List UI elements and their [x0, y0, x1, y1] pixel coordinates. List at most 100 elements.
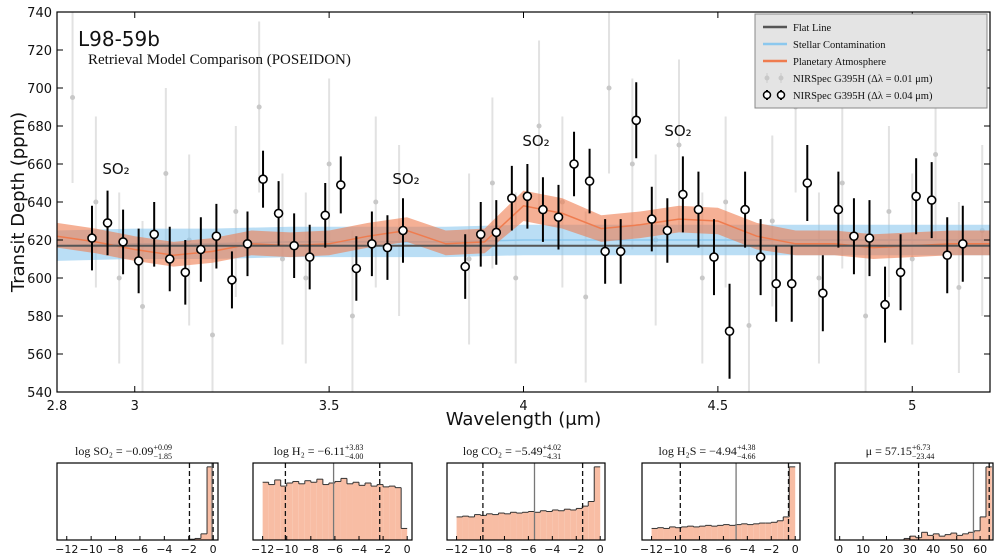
data-point — [289, 240, 299, 251]
histogram-bar — [759, 523, 766, 540]
panel-title-sub: −1.85 — [153, 452, 172, 461]
y-tick-label: 680 — [27, 120, 52, 135]
histogram-bar — [371, 486, 378, 540]
x-tick-label: −12 — [640, 543, 663, 556]
data-point — [909, 256, 915, 262]
histogram-bar — [498, 513, 505, 540]
data-point — [180, 267, 191, 278]
histogram-bar — [771, 522, 778, 540]
chart-title: L98-59b — [78, 27, 160, 51]
histogram-bar — [956, 535, 963, 540]
legend-swatch — [778, 75, 784, 81]
histogram-bar — [717, 525, 724, 540]
histogram-bar — [681, 526, 688, 540]
histogram-bar — [359, 485, 366, 540]
data-point — [102, 218, 113, 228]
data-point — [538, 204, 548, 215]
histogram-bar — [657, 527, 664, 540]
data-point — [584, 176, 595, 186]
x-tick-label: −4 — [544, 543, 560, 556]
x-tick-label: −6 — [327, 543, 343, 556]
histogram-bar — [933, 533, 940, 540]
x-tick-label: −8 — [107, 543, 123, 556]
histogram-bar — [675, 527, 682, 540]
data-point — [755, 252, 766, 262]
histogram-bar — [292, 481, 299, 540]
x-tick-label: −2 — [763, 543, 779, 556]
histogram-bar — [789, 466, 796, 540]
data-point — [746, 323, 752, 328]
x-tick-label: −10 — [275, 543, 298, 556]
x-tick-label: 30 — [903, 543, 917, 556]
data-point — [583, 294, 589, 300]
x-tick-label: 2.8 — [47, 399, 68, 414]
legend-swatch — [762, 90, 772, 100]
data-point — [351, 263, 362, 274]
data-point — [662, 225, 673, 236]
data-point — [699, 275, 705, 281]
histogram-bar — [594, 466, 601, 540]
legend-label: NIRSpec G395H (Δλ = 0.04 μm) — [793, 91, 933, 102]
x-tick-label: 0 — [792, 543, 799, 556]
legend-swatch — [776, 90, 786, 100]
data-point — [304, 252, 315, 262]
histogram-bar — [699, 526, 706, 540]
histogram-bar — [558, 510, 565, 540]
x-tick-label: −8 — [496, 543, 512, 556]
data-point — [911, 191, 921, 202]
data-point — [273, 208, 284, 219]
histogram-bar — [456, 516, 463, 540]
data-point — [507, 193, 517, 203]
histogram-bar — [693, 526, 700, 540]
data-point — [957, 239, 968, 249]
histogram-bar — [486, 513, 493, 540]
data-point — [258, 174, 268, 184]
data-point — [164, 254, 175, 264]
x-tick-label: 10 — [856, 543, 870, 556]
histogram-bar — [753, 523, 760, 540]
y-tick-label: 540 — [27, 386, 52, 401]
histogram-bar — [462, 516, 469, 540]
x-tick-label: −4 — [739, 543, 755, 556]
y-tick-label: 740 — [27, 6, 52, 21]
histogram-bar — [974, 530, 981, 540]
data-point — [926, 195, 937, 205]
panel-title-sub: −4.66 — [737, 452, 756, 461]
histogram-bar — [588, 501, 595, 540]
data-point — [553, 212, 564, 222]
histogram-bar — [705, 525, 712, 540]
data-point — [163, 171, 169, 176]
histogram-bar — [401, 528, 408, 540]
data-point — [676, 142, 682, 148]
x-tick-label: −4 — [156, 543, 172, 556]
data-point — [839, 180, 845, 186]
panel-title-main: μ = 57.15 — [866, 444, 912, 458]
histogram-bar — [980, 516, 986, 540]
data-point — [631, 115, 642, 126]
x-tick-label: 60 — [973, 543, 987, 556]
panel-frame — [834, 462, 994, 541]
histogram-bar — [528, 511, 535, 540]
y-tick-label: 700 — [27, 82, 52, 97]
legend-label: Planetary Atmosphere — [793, 57, 886, 68]
data-point — [693, 204, 704, 215]
data-point — [606, 85, 612, 91]
data-point — [320, 210, 331, 221]
panel-frame — [252, 462, 413, 541]
x-tick-label: −6 — [520, 543, 536, 556]
histogram-bar — [783, 516, 790, 540]
data-point — [886, 209, 892, 214]
legend-box — [754, 13, 988, 109]
data-point — [227, 275, 237, 285]
histogram-bar — [346, 483, 353, 540]
histogram-bar — [352, 482, 359, 540]
histogram-bar — [687, 526, 694, 540]
histogram-bar — [280, 486, 287, 540]
panel-title-main: log H₂S = −4.94 — [659, 444, 737, 458]
plot-area — [57, 12, 990, 392]
data-point — [818, 288, 828, 299]
panel-title-main: log H₂ = −6.11 — [274, 444, 345, 458]
histogram-bar — [904, 538, 910, 540]
annotation: SO₂ — [522, 132, 549, 150]
histogram-bar — [389, 486, 396, 540]
